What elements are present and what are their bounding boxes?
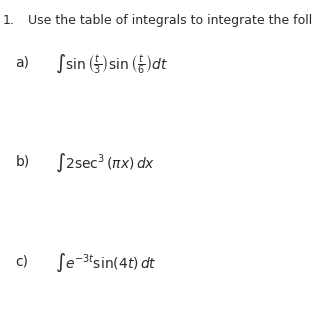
Text: b): b) (16, 154, 30, 168)
Text: $\int 2\sec^{3}(\pi x)\, dx$: $\int 2\sec^{3}(\pi x)\, dx$ (55, 151, 155, 174)
Text: c): c) (16, 255, 29, 269)
Text: $\int \sin \left(\frac{t}{3}\right) \sin \left(\frac{t}{6}\right) dt$: $\int \sin \left(\frac{t}{3}\right) \sin… (55, 53, 168, 76)
Text: a): a) (16, 56, 30, 70)
Text: 1.: 1. (3, 14, 15, 27)
Text: $\int e^{-3t} \sin(4t)\, dt$: $\int e^{-3t} \sin(4t)\, dt$ (55, 252, 156, 274)
Text: Use the table of integrals to integrate the following:: Use the table of integrals to integrate … (28, 14, 312, 27)
